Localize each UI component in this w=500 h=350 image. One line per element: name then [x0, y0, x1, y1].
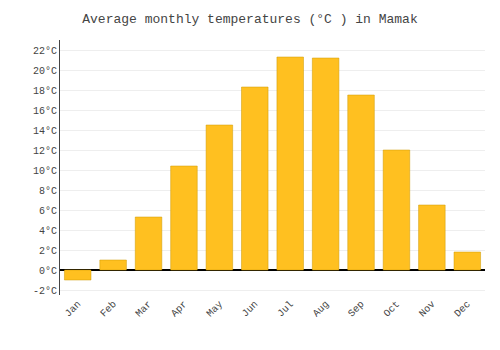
svg-text:12°C: 12°C — [33, 146, 57, 157]
svg-text:2°C: 2°C — [39, 246, 57, 257]
svg-text:Dec: Dec — [452, 299, 473, 320]
svg-text:20°C: 20°C — [33, 66, 57, 77]
svg-text:14°C: 14°C — [33, 126, 57, 137]
svg-text:Average monthly temperatures (: Average monthly temperatures (°C ) in Ma… — [82, 12, 418, 27]
svg-text:22°C: 22°C — [33, 46, 57, 57]
svg-text:May: May — [205, 299, 226, 320]
svg-text:Nov: Nov — [417, 299, 438, 320]
svg-text:10°C: 10°C — [33, 166, 57, 177]
svg-text:6°C: 6°C — [39, 206, 57, 217]
svg-text:Aug: Aug — [311, 299, 332, 320]
svg-text:Mar: Mar — [134, 299, 155, 320]
svg-text:4°C: 4°C — [39, 226, 57, 237]
svg-text:Sep: Sep — [346, 299, 367, 320]
svg-text:16°C: 16°C — [33, 106, 57, 117]
svg-text:Jan: Jan — [63, 299, 84, 320]
svg-text:0°C: 0°C — [39, 266, 57, 277]
svg-text:18°C: 18°C — [33, 86, 57, 97]
svg-text:Jun: Jun — [240, 299, 261, 320]
svg-text:8°C: 8°C — [39, 186, 57, 197]
svg-text:Oct: Oct — [382, 299, 403, 320]
svg-text:-2°C: -2°C — [33, 286, 57, 297]
svg-text:Feb: Feb — [98, 299, 119, 320]
svg-text:Jul: Jul — [275, 299, 296, 320]
svg-text:Apr: Apr — [169, 299, 190, 320]
